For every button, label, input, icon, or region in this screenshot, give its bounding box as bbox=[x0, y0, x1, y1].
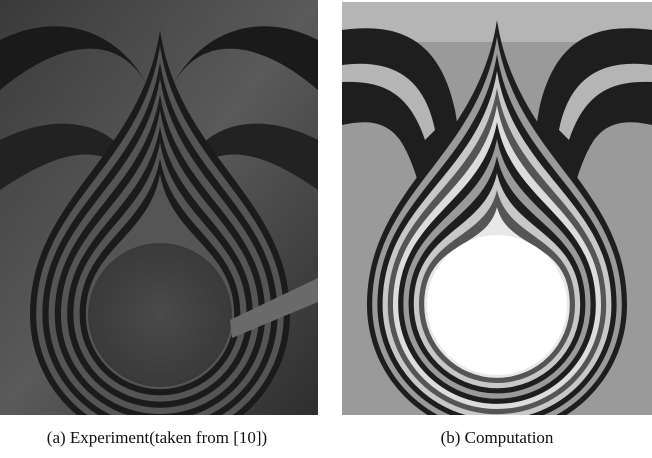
disk bbox=[427, 235, 567, 375]
computation-image bbox=[342, 2, 652, 435]
caption: (a) Experiment(taken from [10]) bbox=[47, 428, 267, 447]
figure: (a) Experiment(taken from [10]) (b) Comp… bbox=[0, 0, 652, 458]
disk bbox=[88, 243, 232, 387]
page: {"figure": {"subfigures": [ {"caption": … bbox=[0, 0, 652, 458]
caption: (b) Computation bbox=[441, 428, 554, 447]
experiment-image bbox=[0, 0, 318, 445]
